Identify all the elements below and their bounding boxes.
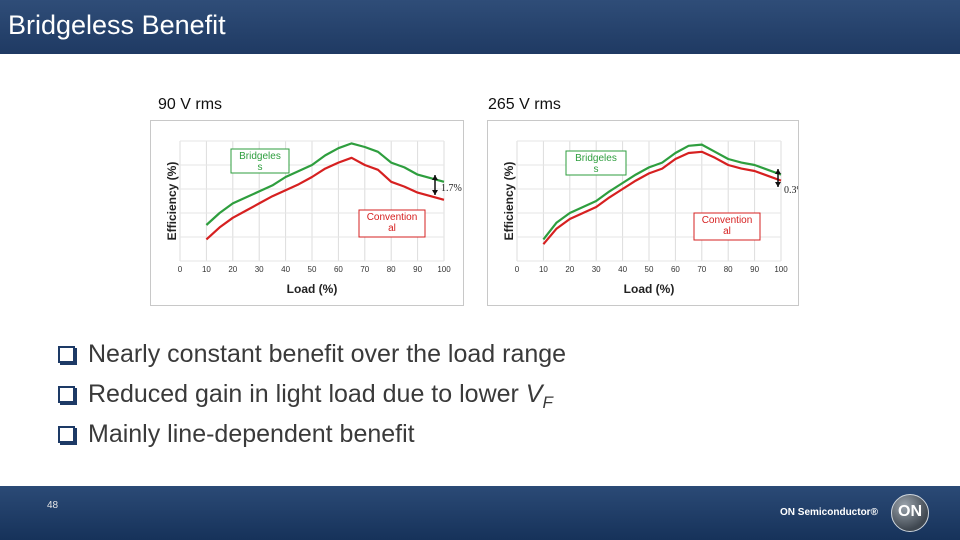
title-bar — [0, 0, 960, 54]
series-label-box — [693, 212, 761, 241]
chart-svg: 0 10 20 30 40 50 60 70 80 90 100 Load (%) Efficiency… — [502, 140, 798, 296]
chart-90v-title: 90 V rms — [158, 96, 223, 113]
checkbox-bullet-icon — [58, 346, 75, 363]
x-tick-label: 10 — [539, 265, 548, 274]
chart-265v-title: 265 V rms — [488, 96, 561, 113]
series-label-text: Convention — [702, 215, 753, 226]
vf-subscript: F — [542, 393, 553, 412]
company-name: ON Semiconductor® — [780, 507, 878, 518]
footer-bar — [0, 486, 960, 540]
difference-annotation: 0.3% — [784, 185, 798, 196]
series-label-box — [565, 150, 627, 176]
series-line-bridgeless — [205, 142, 445, 226]
x-tick-label: 60 — [671, 265, 680, 274]
x-tick-label: 100 — [774, 265, 788, 274]
series-label-text: Convention — [367, 212, 418, 223]
series-line-conventional — [542, 150, 782, 245]
on-logo-icon: ON — [891, 494, 929, 532]
bullet-text: Mainly line-dependent benefit — [88, 420, 415, 448]
x-tick-label: 30 — [255, 265, 264, 274]
arrow-head-up-icon — [432, 175, 438, 180]
x-tick-label: 90 — [750, 265, 759, 274]
arrow-head-down-icon — [432, 190, 438, 195]
x-tick-label: 90 — [413, 265, 422, 274]
series-label-text: al — [388, 223, 396, 234]
series-label-text: s — [258, 162, 263, 173]
checkbox-bullet-icon — [58, 426, 75, 443]
x-tick-label: 20 — [565, 265, 574, 274]
efficiency-chart-90v: 0 10 20 30 40 50 60 70 80 90 100 Load (%) Efficiency… — [150, 120, 464, 306]
x-tick-label: 50 — [645, 265, 654, 274]
x-tick-label: 30 — [592, 265, 601, 274]
series-label-text: al — [723, 226, 731, 237]
x-tick-label: 20 — [228, 265, 237, 274]
x-tick-label: 70 — [697, 265, 706, 274]
x-axis-label: Load (%) — [287, 282, 338, 296]
series-label-text: Bridgeles — [239, 151, 281, 162]
efficiency-chart-265v: 0 10 20 30 40 50 60 70 80 90 100 Load (%) Efficiency… — [487, 120, 799, 306]
series-label-text: Bridgeles — [575, 153, 617, 164]
x-tick-label: 10 — [202, 265, 211, 274]
x-tick-label: 60 — [334, 265, 343, 274]
x-tick-label: 40 — [618, 265, 627, 274]
series-line-bridgeless — [542, 143, 782, 241]
vf-symbol: VF — [525, 380, 553, 412]
bullet-text: Nearly constant benefit over the load ra… — [88, 340, 567, 368]
series-label-box — [358, 209, 426, 238]
x-tick-label: 80 — [724, 265, 733, 274]
x-tick-label: 50 — [308, 265, 317, 274]
series-label-text: s — [594, 164, 599, 175]
x-tick-label: 0 — [515, 265, 520, 274]
slide-title: Bridgeless Benefit — [8, 10, 226, 40]
page-number: 48 — [47, 500, 59, 511]
bullet-text: Reduced gain in light load due to lower — [88, 380, 526, 408]
x-tick-label: 40 — [281, 265, 290, 274]
x-tick-label: 80 — [387, 265, 396, 274]
arrow-head-down-icon — [775, 182, 781, 187]
checkbox-bullet-icon — [58, 386, 75, 403]
series-line-conventional — [205, 156, 445, 241]
x-tick-label: 0 — [178, 265, 183, 274]
x-tick-label: 70 — [360, 265, 369, 274]
chart-svg: 0 10 20 30 40 50 60 70 80 90 100 Load (%) Efficiency… — [165, 140, 462, 296]
x-axis-label: Load (%) — [624, 282, 675, 296]
y-axis-label: Efficiency (%) — [502, 162, 516, 241]
series-label-box — [230, 148, 290, 174]
difference-annotation: 1.7% — [441, 183, 462, 194]
x-tick-label: 100 — [437, 265, 451, 274]
arrow-head-up-icon — [775, 169, 781, 174]
y-axis-label: Efficiency (%) — [165, 162, 179, 241]
